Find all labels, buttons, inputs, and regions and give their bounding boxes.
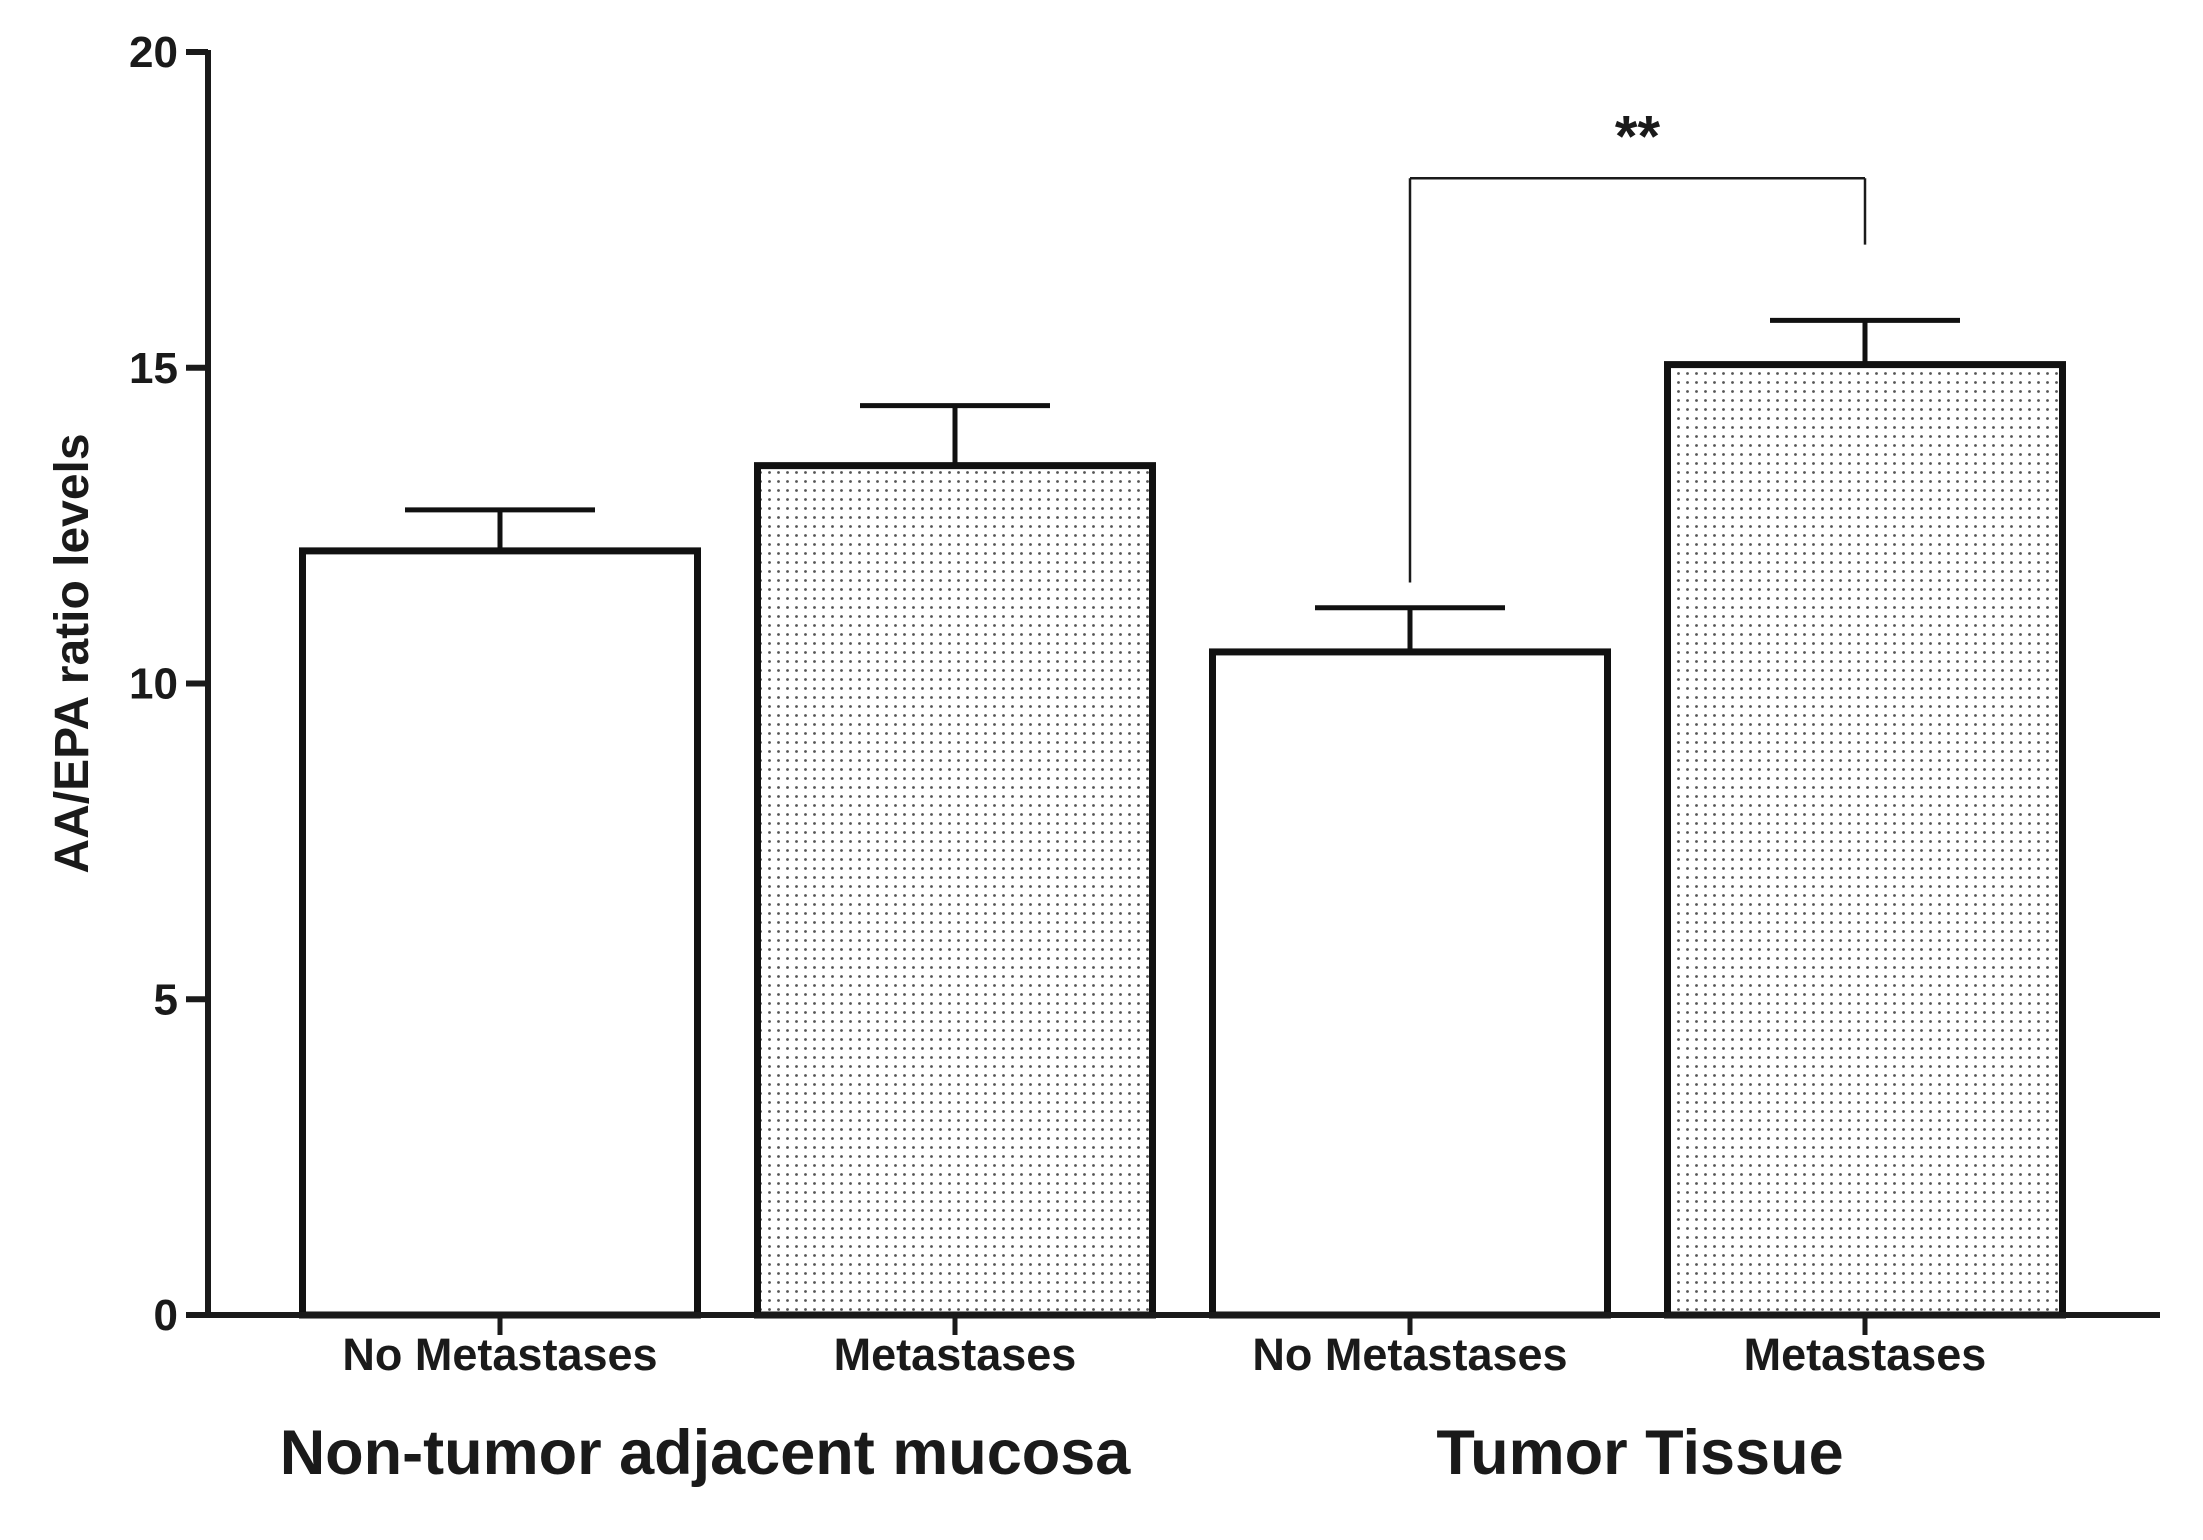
x-category-label-3: Metastases [1744,1329,1987,1380]
bar-2 [1209,648,1611,1319]
bar-1 [754,462,1156,1319]
y-tick-label-2: 10 [129,660,178,709]
group-label-1: Tumor Tissue [1436,1418,1843,1488]
group-label-0: Non-tumor adjacent mucosa [280,1418,1132,1488]
axes-layer [186,49,2160,1335]
bar-0 [299,547,701,1319]
bars-layer [299,317,2066,1319]
x-category-label-2: No Metastases [1252,1329,1567,1380]
x-category-label-0: No Metastases [342,1329,657,1380]
y-tick-label-3: 15 [129,344,178,393]
significance-label-0: ** [1615,104,1661,169]
x-category-label-1: Metastases [834,1329,1077,1380]
y-axis-label: AA/EPA ratio levels [46,433,99,873]
y-tick-label-1: 5 [154,975,178,1024]
y-tick-label-0: 0 [154,1291,178,1340]
y-tick-label-4: 20 [129,28,178,77]
labels-layer: 0 5 10 15 20 No Metastases Metastases No Metast… [46,28,1986,1488]
bar-3 [1664,361,2066,1319]
